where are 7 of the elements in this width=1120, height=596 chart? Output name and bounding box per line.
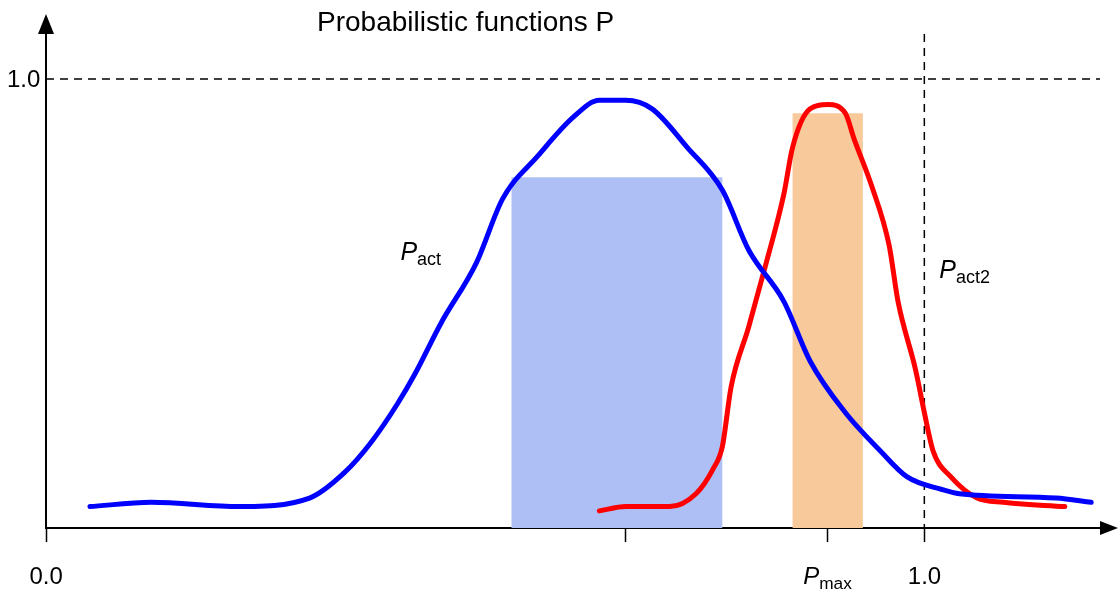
- chart-title: Probabilistic functions P: [317, 6, 615, 37]
- series-label: P$_{act}$: [400, 237, 442, 270]
- x-tick-label: 0.0: [29, 562, 63, 589]
- x-tick-label: P$_{max}$: [803, 562, 852, 594]
- x-tick-label: 1.0: [907, 562, 942, 589]
- ref-line-label: 1.0: [7, 64, 41, 92]
- series-label: P$_{act2}$: [939, 255, 990, 288]
